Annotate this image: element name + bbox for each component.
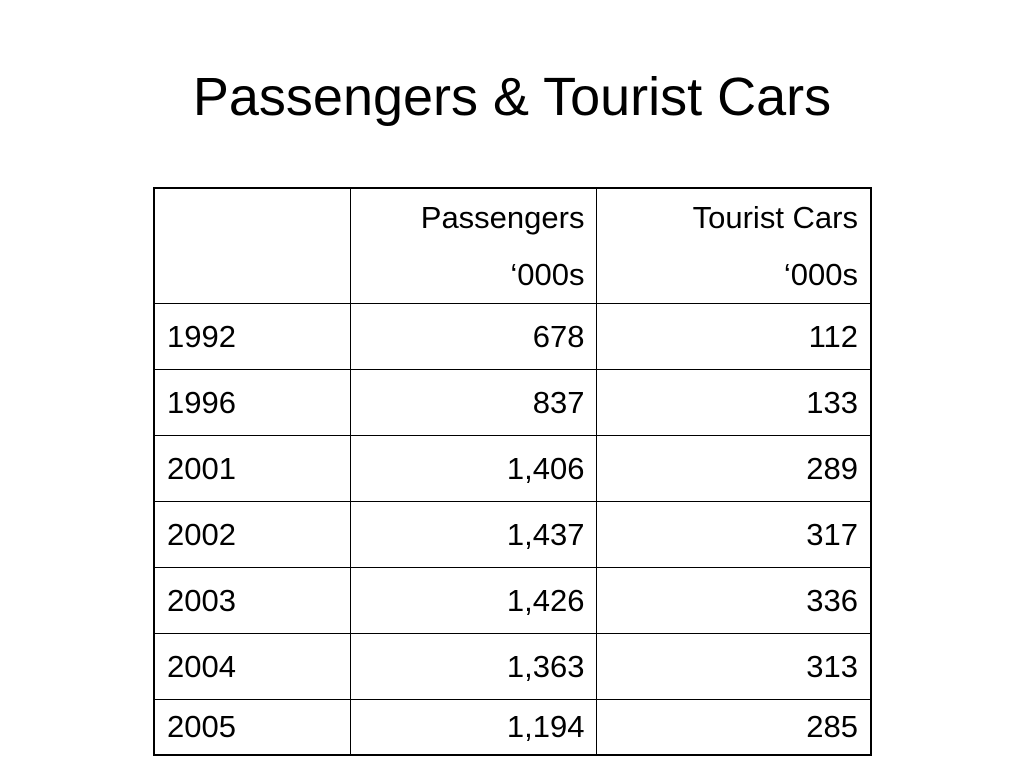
table-row: 1992 678 112: [153, 303, 872, 370]
header-cell: [153, 187, 352, 304]
value-cell: 1,406: [350, 435, 598, 502]
column-name: Tourist Cars: [692, 200, 858, 235]
value-cell: 336: [596, 567, 872, 634]
header-row: Passengers ‘000s Tourist Cars ‘000s: [153, 187, 872, 304]
value-cell: 317: [596, 501, 872, 568]
header-cell: Tourist Cars ‘000s: [596, 187, 872, 304]
table-row: 1996 837 133: [153, 369, 872, 436]
value-cell: 285: [596, 699, 872, 756]
value-cell: 1,363: [350, 633, 598, 700]
year-cell: 1996: [153, 369, 352, 436]
value-cell: 1,426: [350, 567, 598, 634]
year-cell: 2003: [153, 567, 352, 634]
year-cell: 2001: [153, 435, 352, 502]
data-table: Passengers ‘000s Tourist Cars ‘000s 1992 678…: [153, 187, 872, 756]
table-row: 2003 1,426 336: [153, 567, 872, 634]
column-unit: ‘000s: [510, 257, 585, 292]
year-cell: 2005: [153, 699, 352, 756]
value-cell: 837: [350, 369, 598, 436]
table-row: 2002 1,437 317: [153, 501, 872, 568]
table-row: 2005 1,194 285: [153, 699, 872, 756]
value-cell: 1,194: [350, 699, 598, 756]
value-cell: 313: [596, 633, 872, 700]
year-cell: 1992: [153, 303, 352, 370]
value-cell: 1,437: [350, 501, 598, 568]
year-cell: 2002: [153, 501, 352, 568]
value-cell: 678: [350, 303, 598, 370]
year-cell: 2004: [153, 633, 352, 700]
slide-title: Passengers & Tourist Cars: [192, 67, 832, 127]
value-cell: 289: [596, 435, 872, 502]
column-unit: ‘000s: [783, 257, 858, 292]
header-cell: Passengers ‘000s: [350, 187, 598, 304]
column-name: Passengers: [420, 200, 585, 235]
value-cell: 112: [596, 303, 872, 370]
table-row: 2004 1,363 313: [153, 633, 872, 700]
value-cell: 133: [596, 369, 872, 436]
table-row: 2001 1,406 289: [153, 435, 872, 502]
